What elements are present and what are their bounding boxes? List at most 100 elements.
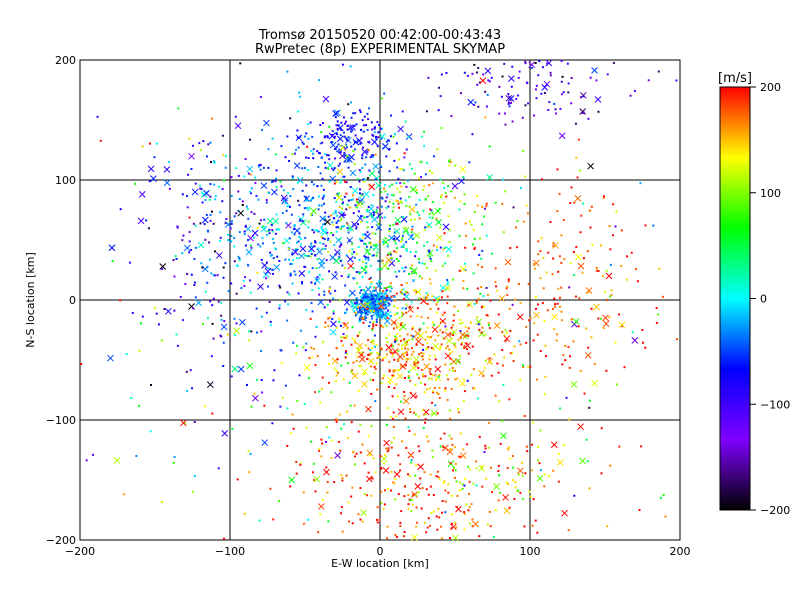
data-point-dot [459, 318, 462, 321]
data-point-dot [322, 194, 325, 197]
data-point-dot [422, 375, 425, 378]
data-point-dot [342, 131, 345, 134]
data-point-dot [340, 217, 343, 220]
data-point-dot [286, 319, 289, 322]
data-point-dot [406, 232, 409, 235]
data-point-dot [362, 321, 365, 324]
data-point-dot [486, 314, 489, 317]
data-point-dot [480, 465, 483, 468]
data-point-dot [423, 144, 426, 147]
data-point-dot [374, 294, 377, 297]
data-point-dot [201, 322, 204, 325]
data-point-cross [545, 59, 553, 67]
data-point-dot [475, 300, 478, 303]
data-point-dot [453, 314, 456, 317]
data-point-dot [412, 279, 415, 282]
data-point-dot [465, 334, 468, 337]
data-point-dot [439, 345, 442, 348]
data-point-dot [570, 76, 573, 79]
data-point-cross [349, 289, 356, 297]
data-point-dot [372, 304, 375, 307]
data-point-cross [329, 175, 336, 183]
data-point-dot [476, 194, 479, 197]
data-point-dot [343, 135, 346, 138]
data-point-dot [397, 454, 400, 457]
data-point-dot [447, 378, 450, 381]
data-point-dot [434, 358, 437, 361]
data-point-dot [278, 284, 281, 287]
data-point-dot [439, 246, 442, 249]
y-axis-label: N-S location [km] [24, 252, 37, 348]
data-point-dot [398, 190, 401, 193]
data-point-dot [331, 130, 334, 133]
data-point-dot [383, 92, 386, 95]
data-point-dot [395, 251, 398, 254]
data-point-cross [335, 194, 343, 202]
data-point-dot [343, 225, 346, 228]
data-point-dot [403, 297, 406, 300]
data-point-dot [387, 286, 390, 289]
data-point-dot [271, 137, 274, 140]
data-point-cross [137, 217, 145, 225]
data-point-dot [544, 344, 547, 347]
data-point-dot [347, 501, 350, 504]
data-point-dot [399, 469, 402, 472]
data-point-dot [409, 379, 412, 382]
data-point-dot [307, 168, 310, 171]
data-point-dot [286, 407, 289, 410]
data-point-dot [386, 353, 389, 356]
data-point-dot [222, 153, 225, 156]
data-point-dot [375, 307, 378, 310]
data-point-dot [330, 439, 333, 442]
data-point-dot [568, 286, 571, 289]
data-point-cross [383, 317, 391, 325]
data-point-dot [439, 321, 442, 324]
data-point-dot [335, 326, 338, 329]
data-point-dot [335, 181, 338, 184]
data-point-dot [361, 260, 364, 263]
data-point-dot [388, 201, 391, 204]
data-point-dot [369, 264, 372, 267]
data-point-cross [441, 444, 449, 452]
data-point-dot [448, 348, 451, 351]
data-point-dot [603, 290, 606, 293]
data-point-dot [527, 102, 530, 105]
data-point-dot [477, 323, 480, 326]
data-point-cross [371, 138, 378, 146]
data-point-dot [471, 525, 474, 528]
data-point-dot [374, 289, 377, 292]
data-point-dot [401, 440, 404, 443]
data-point-dot [234, 115, 237, 118]
data-point-dot [371, 290, 374, 293]
data-point-dot [343, 122, 346, 125]
data-point-dot [520, 461, 523, 464]
data-point-dot [274, 153, 277, 156]
data-point-dot [472, 387, 475, 390]
data-point-dot [385, 300, 388, 303]
data-point-cross [319, 215, 327, 223]
data-point-dot [639, 182, 642, 185]
data-point-dot [289, 274, 292, 277]
data-point-dot [347, 437, 350, 440]
data-point-dot [395, 199, 398, 202]
data-point-dot [466, 348, 469, 351]
data-point-dot [494, 201, 497, 204]
data-point-dot [590, 307, 593, 310]
data-point-dot [378, 123, 381, 126]
data-point-dot [359, 291, 362, 294]
data-point-dot [388, 185, 391, 188]
data-point-dot [346, 125, 349, 128]
data-point-dot [459, 336, 462, 339]
data-point-dot [381, 127, 384, 130]
data-point-dot [400, 283, 403, 286]
data-point-dot [409, 267, 412, 270]
data-point-dot [220, 301, 223, 304]
data-point-dot [373, 365, 376, 368]
data-point-dot [210, 210, 213, 213]
data-point-dot [419, 161, 422, 164]
data-point-dot [477, 297, 480, 300]
data-point-dot [427, 346, 430, 349]
data-point-cross [371, 216, 378, 223]
data-point-dot [524, 104, 527, 107]
data-point-cross [386, 376, 394, 384]
